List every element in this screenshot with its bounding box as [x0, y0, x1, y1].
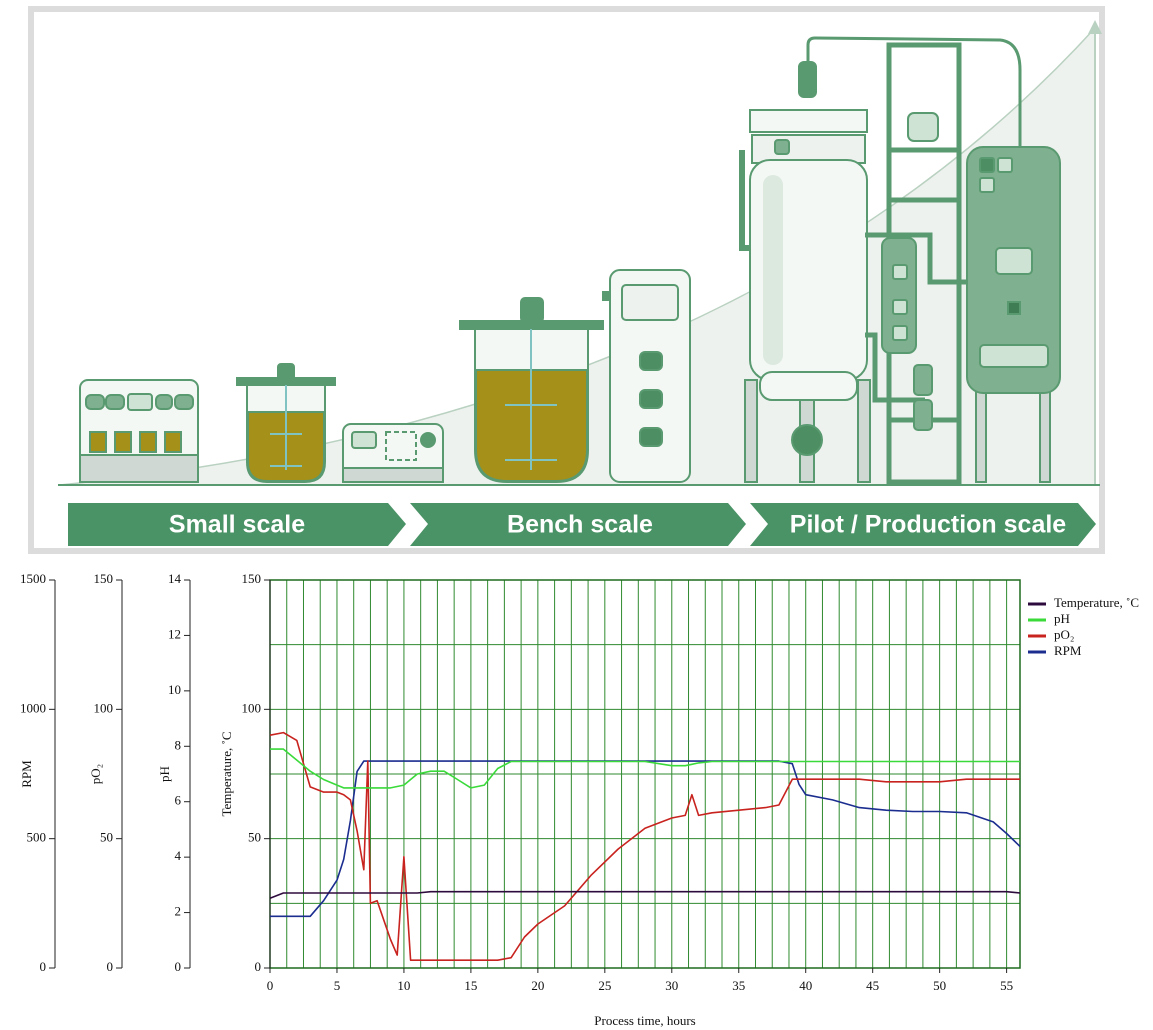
bench-controller: [603, 270, 690, 482]
y-tick-label: 500: [27, 830, 47, 845]
parallel-rack: [80, 380, 198, 482]
x-tick-label: 0: [267, 978, 274, 993]
y-tick-label: 4: [175, 848, 182, 863]
legend-label: Temperature, ˚C: [1054, 595, 1139, 610]
y-tick-label: 2: [175, 904, 182, 919]
x-tick-label: 5: [334, 978, 341, 993]
legend-label: RPM: [1054, 643, 1082, 658]
stage-label: Pilot / Production scale: [790, 511, 1067, 539]
y-tick-label: 1000: [20, 700, 46, 715]
x-tick-label: 55: [1000, 978, 1013, 993]
y-tick-label: 100: [94, 700, 114, 715]
series-line: [270, 733, 1020, 961]
page-canvas: Small scale Bench scale Pilot / Producti…: [0, 0, 1153, 1030]
small-vessel: [237, 364, 335, 482]
legend-label: pO₂: [1054, 627, 1074, 642]
y-tick-label: 10: [168, 682, 181, 697]
y-tick-label: 8: [175, 737, 182, 752]
x-axis-label: Process time, hours: [594, 1013, 695, 1028]
stage-label: Bench scale: [507, 511, 653, 539]
y-tick-label: 50: [248, 830, 261, 845]
page: {"banner": {"stages": ["Small scale", "B…: [0, 0, 1153, 1030]
y-tick-label: 0: [40, 959, 47, 974]
y-tick-label: 100: [242, 700, 262, 715]
x-tick-label: 15: [464, 978, 477, 993]
y-tick-label: 14: [168, 571, 182, 586]
series-line: [270, 892, 1020, 899]
x-tick-label: 40: [799, 978, 812, 993]
x-tick-label: 30: [665, 978, 678, 993]
y-tick-label: 12: [168, 626, 181, 641]
x-tick-label: 25: [598, 978, 611, 993]
y-tick-label: 6: [175, 793, 182, 808]
legend-label: pH: [1054, 611, 1070, 626]
y-tick-label: 50: [100, 830, 113, 845]
x-tick-label: 20: [531, 978, 544, 993]
x-tick-label: 50: [933, 978, 946, 993]
y-tick-label: 0: [107, 959, 114, 974]
y-tick-label: 150: [242, 571, 262, 586]
x-tick-label: 45: [866, 978, 879, 993]
y-tick-label: 1500: [20, 571, 46, 586]
x-tick-label: 35: [732, 978, 745, 993]
small-controller: [343, 424, 443, 482]
y-axis-label: pH: [157, 766, 172, 782]
y-axis-label: Temperature, ˚C: [219, 732, 234, 817]
bench-vessel: [460, 298, 603, 482]
y-axis-label: pO₂: [88, 764, 103, 784]
y-tick-label: 150: [94, 571, 114, 586]
y-tick-label: 0: [255, 959, 262, 974]
x-tick-label: 10: [397, 978, 410, 993]
stage-label: Small scale: [169, 511, 305, 539]
y-axis-label: RPM: [19, 760, 34, 788]
y-tick-label: 0: [175, 959, 182, 974]
